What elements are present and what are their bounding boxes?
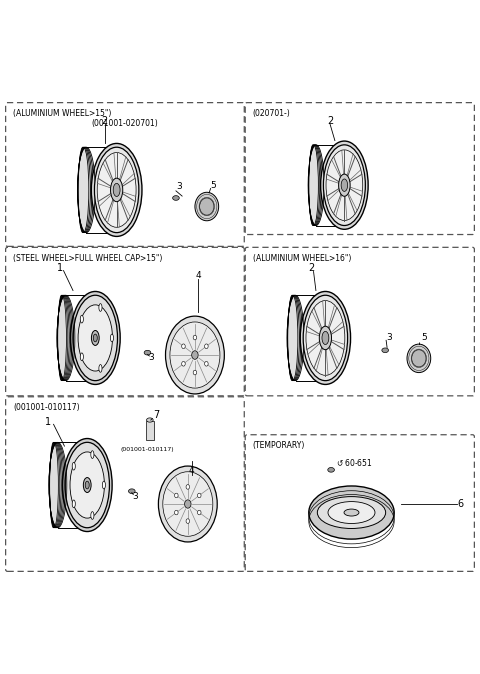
Ellipse shape: [85, 481, 89, 489]
Text: 5: 5: [421, 334, 427, 342]
Ellipse shape: [175, 510, 178, 515]
Ellipse shape: [80, 315, 84, 323]
Ellipse shape: [200, 198, 214, 215]
Ellipse shape: [328, 468, 335, 472]
Text: 1: 1: [45, 417, 51, 427]
Ellipse shape: [197, 493, 201, 497]
Text: 2: 2: [327, 116, 333, 126]
Ellipse shape: [91, 144, 142, 237]
Text: (ALUMINIUM WHEEL>15"): (ALUMINIUM WHEEL>15"): [13, 109, 111, 118]
Ellipse shape: [193, 370, 197, 375]
Ellipse shape: [321, 141, 368, 229]
Ellipse shape: [80, 353, 84, 361]
Text: (TEMPORARY): (TEMPORARY): [253, 441, 305, 450]
Ellipse shape: [182, 361, 185, 366]
Ellipse shape: [72, 462, 75, 470]
Text: 3: 3: [386, 332, 392, 342]
Ellipse shape: [65, 442, 109, 528]
Ellipse shape: [49, 442, 67, 528]
Ellipse shape: [78, 305, 112, 371]
Ellipse shape: [158, 466, 217, 542]
Text: 2: 2: [308, 264, 314, 273]
Text: (001001-020701): (001001-020701): [92, 119, 158, 128]
Ellipse shape: [344, 509, 359, 516]
Ellipse shape: [338, 174, 350, 196]
Ellipse shape: [186, 519, 190, 524]
Ellipse shape: [308, 145, 324, 226]
Ellipse shape: [113, 183, 120, 197]
Ellipse shape: [303, 295, 348, 381]
Text: (STEEL WHEEL>FULL WHEEL CAP>15"): (STEEL WHEEL>FULL WHEEL CAP>15"): [13, 254, 163, 263]
Ellipse shape: [300, 291, 350, 384]
Ellipse shape: [185, 500, 191, 508]
Ellipse shape: [182, 344, 185, 348]
Ellipse shape: [57, 295, 75, 381]
Ellipse shape: [407, 344, 431, 373]
Ellipse shape: [71, 291, 120, 384]
Ellipse shape: [328, 501, 375, 524]
Ellipse shape: [195, 192, 219, 221]
Ellipse shape: [146, 418, 153, 422]
Text: (001001-010117): (001001-010117): [13, 404, 80, 412]
Ellipse shape: [170, 322, 220, 388]
Ellipse shape: [93, 334, 97, 342]
Ellipse shape: [173, 195, 179, 200]
Text: 5: 5: [211, 181, 216, 189]
Ellipse shape: [382, 348, 388, 353]
Ellipse shape: [102, 481, 106, 489]
Text: 1: 1: [57, 264, 63, 273]
Text: 3: 3: [133, 493, 139, 501]
Text: (020701-): (020701-): [253, 109, 290, 118]
Ellipse shape: [287, 295, 304, 381]
Ellipse shape: [317, 497, 385, 528]
Text: $\circlearrowleft$60-651: $\circlearrowleft$60-651: [335, 457, 372, 468]
Ellipse shape: [62, 439, 112, 532]
FancyBboxPatch shape: [146, 421, 154, 440]
Ellipse shape: [306, 301, 345, 375]
Ellipse shape: [166, 316, 224, 394]
Ellipse shape: [97, 152, 136, 227]
Ellipse shape: [319, 326, 332, 350]
Ellipse shape: [91, 330, 99, 345]
Ellipse shape: [412, 350, 426, 367]
Text: 6: 6: [457, 499, 464, 509]
Ellipse shape: [204, 361, 208, 366]
Text: 4: 4: [195, 271, 201, 280]
Ellipse shape: [193, 335, 197, 340]
Ellipse shape: [70, 452, 105, 518]
Ellipse shape: [91, 512, 94, 520]
Ellipse shape: [326, 150, 363, 220]
Ellipse shape: [110, 334, 113, 342]
Ellipse shape: [309, 486, 394, 539]
Ellipse shape: [322, 332, 329, 344]
Ellipse shape: [72, 500, 75, 508]
Ellipse shape: [144, 350, 151, 355]
Text: 3: 3: [176, 181, 182, 191]
Text: 3: 3: [148, 353, 154, 362]
Ellipse shape: [192, 350, 198, 359]
Ellipse shape: [204, 344, 208, 348]
Ellipse shape: [175, 493, 178, 497]
Ellipse shape: [324, 145, 365, 226]
Ellipse shape: [186, 485, 190, 489]
Ellipse shape: [163, 472, 213, 537]
Ellipse shape: [129, 489, 135, 493]
Ellipse shape: [91, 451, 94, 458]
Ellipse shape: [77, 147, 95, 233]
Ellipse shape: [341, 179, 348, 191]
Ellipse shape: [197, 510, 201, 515]
Text: 7: 7: [153, 410, 159, 420]
Ellipse shape: [99, 304, 102, 311]
Ellipse shape: [73, 295, 118, 381]
Ellipse shape: [95, 147, 139, 233]
Ellipse shape: [99, 365, 102, 372]
Ellipse shape: [110, 178, 123, 202]
Text: (ALUMINIUM WHEEL>16"): (ALUMINIUM WHEEL>16"): [253, 254, 351, 263]
Text: 2: 2: [102, 116, 108, 126]
Text: (001001-010117): (001001-010117): [120, 447, 174, 452]
Text: 4: 4: [189, 466, 194, 475]
Ellipse shape: [84, 478, 91, 493]
